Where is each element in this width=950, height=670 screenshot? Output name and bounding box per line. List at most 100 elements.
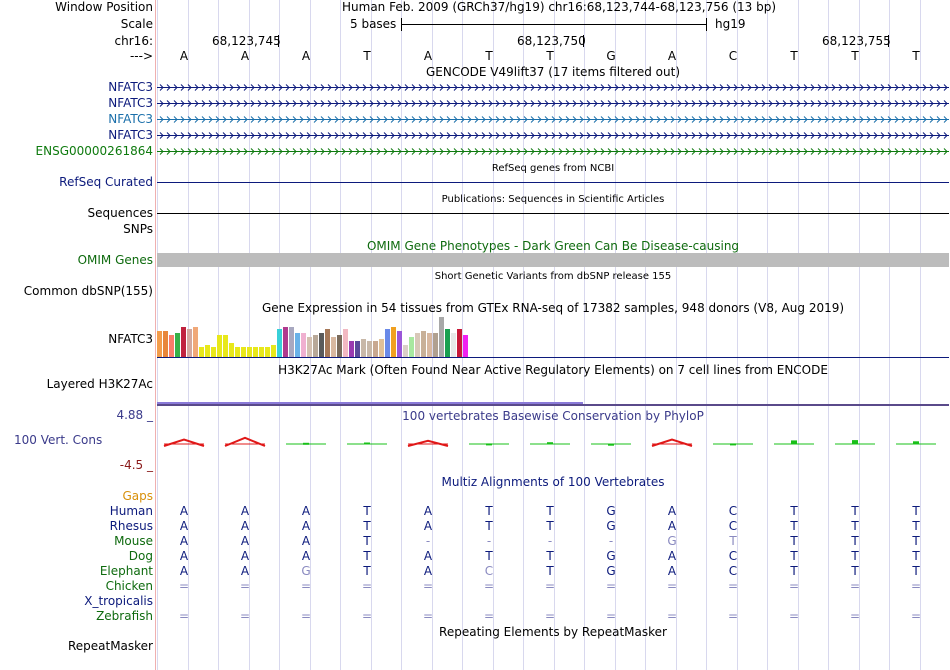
gtex-tissue-bar[interactable]: [175, 333, 180, 357]
gtex-tissue-bar[interactable]: [163, 331, 168, 357]
gtex-tissue-bar[interactable]: [235, 347, 240, 357]
species-label[interactable]: X_tropicalis: [84, 594, 153, 608]
repeatmasker-track-title[interactable]: Repeating Elements by RepeatMasker: [439, 625, 667, 639]
gtex-tissue-bar[interactable]: [193, 327, 198, 357]
gtex-tissue-bar[interactable]: [283, 327, 288, 357]
gtex-tissue-bar[interactable]: [181, 327, 186, 357]
gene-strand-line[interactable]: [157, 114, 949, 125]
publications-track-label[interactable]: Sequences: [87, 206, 153, 220]
repeatmasker-track-label[interactable]: RepeatMasker: [67, 639, 153, 653]
gene-strand-line[interactable]: [157, 130, 949, 141]
alignment-base: =: [483, 579, 495, 593]
gtex-tissue-bar[interactable]: [277, 329, 282, 357]
species-label[interactable]: Human: [109, 504, 153, 518]
publications-track-title[interactable]: Publications: Sequences in Scientific Ar…: [441, 194, 665, 205]
gtex-tissue-bar[interactable]: [397, 331, 402, 357]
gtex-tissue-bar[interactable]: [343, 329, 348, 357]
gtex-tissue-bar[interactable]: [415, 333, 420, 357]
alignment-base: A: [667, 504, 677, 518]
h3k27ac-track-title[interactable]: H3K27Ac Mark (Often Found Near Active Re…: [278, 363, 828, 377]
species-label[interactable]: Mouse: [114, 534, 153, 548]
gtex-tissue-bar[interactable]: [307, 337, 312, 357]
gtex-tissue-bar[interactable]: [169, 335, 174, 357]
publications-track-line[interactable]: [157, 213, 949, 214]
gtex-tissue-bar[interactable]: [205, 345, 210, 357]
gtex-tissue-bar[interactable]: [331, 337, 336, 357]
gtex-tissue-bar[interactable]: [373, 341, 378, 357]
refseq-track-line[interactable]: [157, 182, 949, 183]
gene-label[interactable]: NFATC3: [108, 128, 153, 142]
gene-strand-line[interactable]: [157, 82, 949, 93]
gtex-tissue-bar[interactable]: [301, 333, 306, 357]
species-label[interactable]: Chicken: [105, 579, 153, 593]
gtex-tissue-bar[interactable]: [463, 335, 468, 357]
gtex-tissue-bar[interactable]: [157, 331, 162, 357]
gtex-tissue-bar[interactable]: [421, 331, 426, 357]
gtex-tissue-bar[interactable]: [211, 347, 216, 357]
gtex-tissue-bar[interactable]: [427, 333, 432, 357]
species-label[interactable]: Rhesus: [109, 519, 153, 533]
gtex-tissue-bar[interactable]: [385, 329, 390, 357]
species-label[interactable]: Elephant: [99, 564, 153, 578]
gtex-tissue-bar[interactable]: [217, 335, 222, 357]
omim-track-title[interactable]: OMIM Gene Phenotypes - Dark Green Can Be…: [366, 239, 740, 253]
omim-track-label[interactable]: OMIM Genes: [77, 253, 153, 267]
gtex-tissue-bar[interactable]: [265, 347, 270, 357]
dbsnp-track-label[interactable]: Common dbSNP(155): [23, 284, 153, 298]
multiz-track-title[interactable]: Multiz Alignments of 100 Vertebrates: [441, 475, 665, 489]
gtex-tissue-bar[interactable]: [457, 329, 462, 357]
phylop-track-label[interactable]: 100 Vert. Cons: [14, 433, 103, 447]
snps-track-label[interactable]: SNPs: [123, 222, 153, 236]
gtex-tissue-bar[interactable]: [319, 333, 324, 357]
gtex-tissue-bar[interactable]: [445, 329, 450, 357]
gencode-track-title[interactable]: GENCODE V49lift37 (17 items filtered out…: [425, 65, 680, 79]
gtex-tissue-bar[interactable]: [337, 335, 342, 357]
gene-label[interactable]: NFATC3: [108, 112, 153, 126]
gtex-tissue-bar[interactable]: [433, 333, 438, 357]
gtex-tissue-bar[interactable]: [229, 343, 234, 357]
alignment-base: A: [179, 519, 189, 533]
base-letter: A: [667, 49, 677, 63]
gene-label[interactable]: NFATC3: [108, 80, 153, 94]
gtex-tissue-bar[interactable]: [271, 345, 276, 357]
gtex-tissue-bar[interactable]: [247, 347, 252, 357]
gtex-tissue-bar[interactable]: [355, 341, 360, 357]
gene-strand-line[interactable]: [157, 98, 949, 109]
species-label[interactable]: Zebrafish: [96, 609, 153, 623]
alignment-base: A: [301, 549, 311, 563]
gtex-track-label[interactable]: NFATC3: [108, 332, 153, 346]
gtex-tissue-bar[interactable]: [403, 345, 408, 357]
gtex-tissue-bar[interactable]: [187, 329, 192, 357]
gtex-tissue-bar[interactable]: [379, 339, 384, 357]
gtex-tissue-bar[interactable]: [325, 329, 330, 357]
alignment-base: T: [912, 519, 920, 533]
refseq-track-label[interactable]: RefSeq Curated: [59, 175, 153, 189]
gtex-tissue-bar[interactable]: [259, 347, 264, 357]
gene-label[interactable]: NFATC3: [108, 96, 153, 110]
species-label[interactable]: Dog: [128, 549, 153, 563]
dbsnp-track-title[interactable]: Short Genetic Variants from dbSNP releas…: [434, 271, 672, 282]
alignment-base: A: [240, 519, 250, 533]
omim-track-bar[interactable]: [157, 253, 949, 267]
phylop-track-title[interactable]: 100 vertebrates Basewise Conservation by…: [402, 409, 704, 423]
gtex-tissue-bar[interactable]: [409, 337, 414, 357]
h3k27ac-track-label[interactable]: Layered H3K27Ac: [46, 377, 153, 391]
gtex-tissue-bar[interactable]: [241, 347, 246, 357]
gtex-tissue-bar[interactable]: [439, 317, 444, 357]
refseq-track-title[interactable]: RefSeq genes from NCBI: [491, 163, 615, 174]
gtex-tissue-bar[interactable]: [295, 333, 300, 357]
gtex-tissue-bar[interactable]: [451, 333, 456, 357]
gtex-track-title[interactable]: Gene Expression in 54 tissues from GTEx …: [261, 301, 845, 315]
gtex-tissue-bar[interactable]: [313, 335, 318, 357]
gtex-tissue-bar[interactable]: [253, 347, 258, 357]
gene-strand-line[interactable]: [157, 146, 949, 157]
gtex-tissue-bar[interactable]: [391, 327, 396, 357]
gene-label[interactable]: ENSG00000261864: [35, 144, 153, 158]
gtex-tissue-bar[interactable]: [361, 339, 366, 357]
gtex-tissue-bar[interactable]: [199, 347, 204, 357]
gtex-tissue-bar[interactable]: [289, 327, 294, 357]
gtex-tissue-bar[interactable]: [367, 341, 372, 357]
alignment-base: T: [363, 549, 371, 563]
gtex-tissue-bar[interactable]: [349, 341, 354, 357]
gtex-tissue-bar[interactable]: [223, 335, 228, 357]
